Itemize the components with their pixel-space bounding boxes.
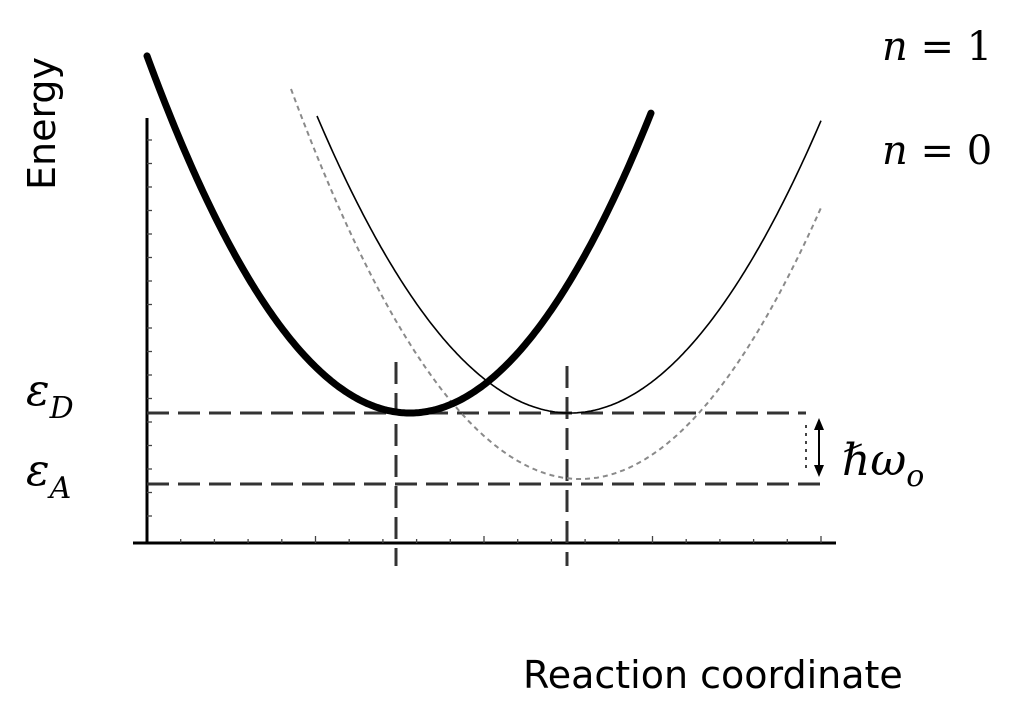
x-axis-ticks [180, 536, 822, 543]
curve-label-n0: n = 0 [882, 128, 992, 174]
donor-level-label: εD [26, 365, 74, 426]
acceptor-n0-curve [290, 88, 822, 480]
x-axis-label: Reaction coordinate [523, 653, 903, 697]
curve-label-n1: n = 1 [882, 24, 992, 70]
y-axis-label: Energy [20, 57, 64, 190]
acceptor-n1-curve [316, 115, 822, 414]
acceptor-level-label: εA [26, 445, 71, 506]
donor-curve [143, 52, 655, 417]
quantum-gap-arrow [805, 418, 824, 477]
quantum-gap-label: ℏωo [842, 435, 924, 494]
y-axis-ticks [147, 139, 152, 517]
